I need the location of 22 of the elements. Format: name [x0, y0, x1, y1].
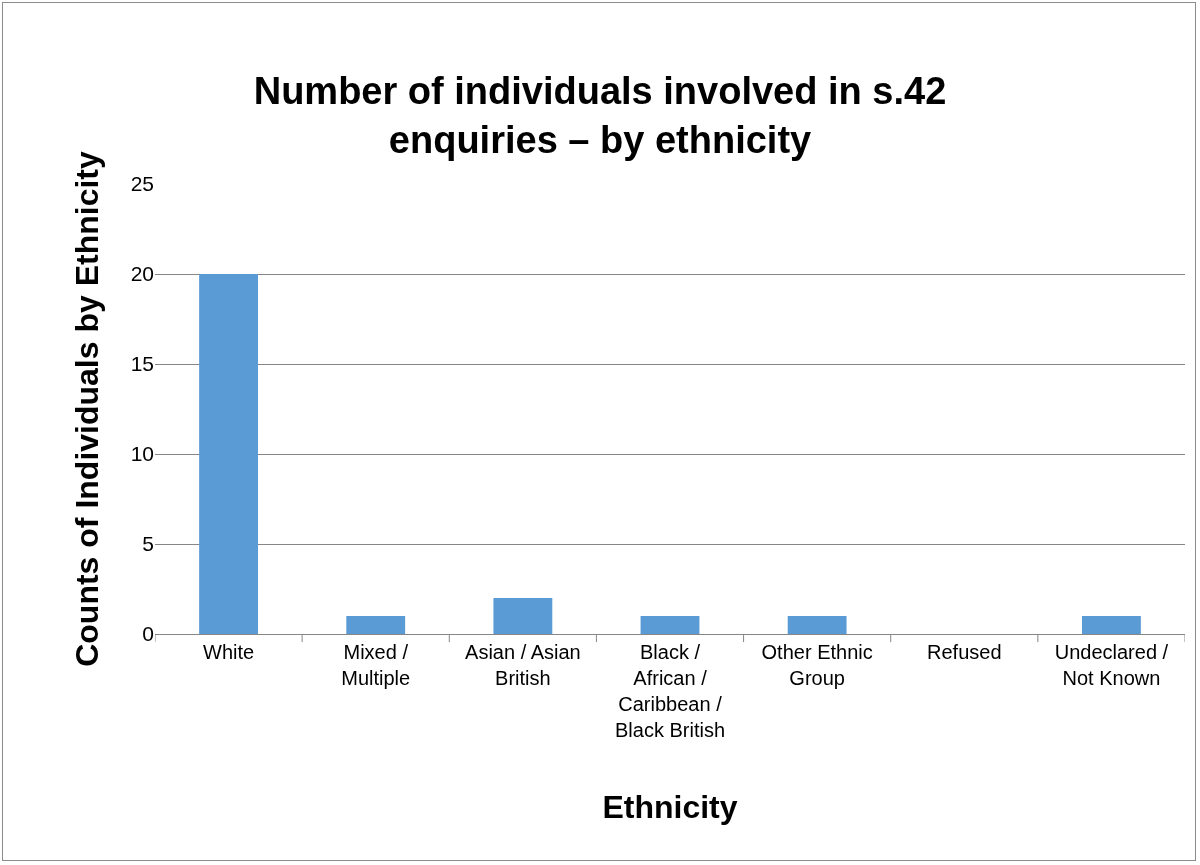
- bar: [346, 616, 406, 634]
- chart-title: Number of individuals involved in s.42 enquiries – by ethnicity: [253, 69, 947, 162]
- x-tick-label: Other Ethnic Group: [761, 641, 873, 689]
- x-tick-label: Black / African / Caribbean / Black British: [614, 641, 726, 741]
- y-tick-label: 0: [142, 622, 154, 646]
- y-tick-label: 25: [130, 172, 154, 196]
- bar: [493, 598, 553, 634]
- x-axis-title: Ethnicity: [602, 788, 738, 825]
- x-tick-label: Asian / Asian British: [465, 641, 581, 689]
- y-tick-label: 10: [130, 442, 154, 466]
- y-tick-label: 20: [130, 262, 154, 286]
- x-tick-label: Mixed / Multiple: [341, 641, 411, 689]
- bar: [1082, 616, 1141, 634]
- y-tick-label: 15: [130, 352, 154, 376]
- y-tick-label: 5: [142, 532, 154, 556]
- y-axis-title: Counts of Individuals by Ethnicity: [68, 151, 105, 667]
- bar: [787, 616, 847, 634]
- x-tick-label: Refused: [927, 641, 1002, 663]
- x-tick-label: White: [203, 641, 255, 663]
- bar: [199, 274, 258, 634]
- bar: [640, 616, 700, 634]
- x-tick-label: Undeclared / Not Known: [1054, 641, 1169, 689]
